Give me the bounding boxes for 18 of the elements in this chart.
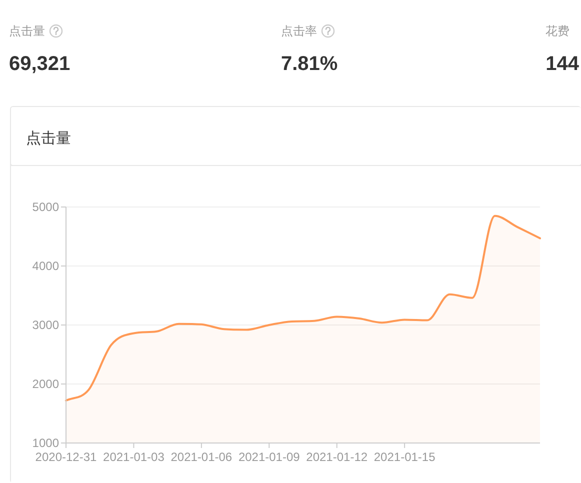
- x-tick-label: 2021-01-09: [238, 450, 300, 464]
- y-tick-label: 5000: [32, 200, 60, 214]
- text: 69,321: [9, 53, 70, 75]
- x-tick-label: 2021-01-06: [170, 450, 232, 464]
- y-tick-label: 2000: [32, 377, 60, 391]
- text: 7.81%: [281, 53, 338, 75]
- x-tick-label: 2020-12-31: [35, 450, 98, 464]
- x-tick-label: 2021-01-12: [306, 450, 368, 464]
- x-tick-label: 2021-01-03: [103, 450, 165, 464]
- y-tick-label: 3000: [32, 318, 60, 332]
- y-tick-label: 4000: [32, 259, 60, 273]
- text: 144: [546, 53, 579, 75]
- chart-title: 点击量: [26, 130, 71, 147]
- category-label: 点击量: [9, 24, 45, 38]
- x-tick-label: 2021-01-15: [374, 450, 436, 464]
- category-label: 点击率: [281, 24, 317, 38]
- category-label: 花费: [546, 24, 570, 38]
- y-tick-label: 1000: [32, 436, 60, 450]
